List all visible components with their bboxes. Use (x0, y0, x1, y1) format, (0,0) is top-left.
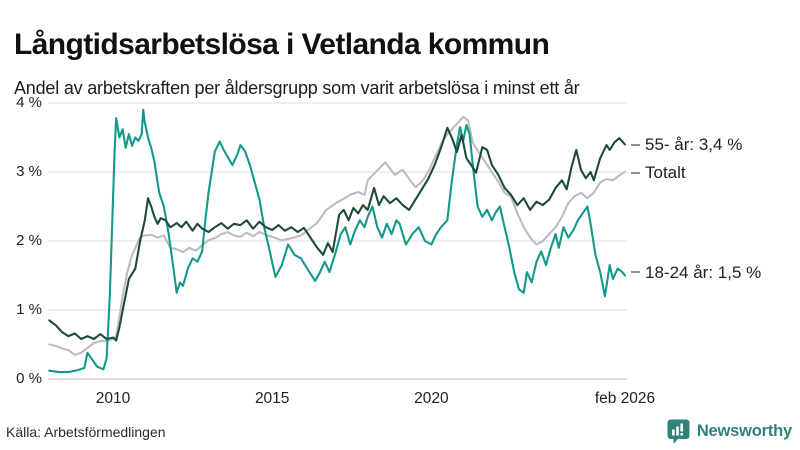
y-axis-tick-label: 2 % (16, 232, 42, 249)
series-end-label-text: 55- år: 3,4 % (645, 135, 743, 155)
label-connector-dash (631, 271, 640, 273)
series-end-label-55--r: 55- år: 3,4 % (631, 134, 742, 155)
brand-name: Newsworthy (696, 422, 792, 440)
y-axis-tick-label: 1 % (16, 301, 42, 318)
series-end-label-text: 18-24 år: 1,5 % (645, 262, 762, 282)
series-end-label-text: Totalt (645, 163, 686, 182)
series-line-totalt (48, 115, 627, 356)
x-axis-tick-label: feb 2026 (594, 390, 656, 407)
label-connector-dash (631, 171, 640, 174)
y-axis-tick-label: 0 % (16, 370, 42, 387)
x-axis-tick-label: 2015 (254, 390, 290, 407)
page-title: Långtidsarbetslösa i Vetlanda kommun (14, 28, 550, 62)
y-axis-tick-label: 4 % (16, 94, 42, 111)
label-connector-dash (631, 143, 640, 146)
series-end-label-totalt: Totalt (631, 162, 686, 183)
series-line-55--r (48, 126, 627, 342)
series-line-18-24-r (48, 108, 627, 374)
y-axis-tick-label: 3 % (16, 163, 42, 180)
source-note: Källa: Arbetsförmedlingen (6, 424, 166, 440)
x-axis-tick-label: 2020 (414, 390, 449, 407)
chart-subtitle: Andel av arbetskraften per åldersgrupp s… (14, 78, 580, 98)
series-end-label-18-24-r: 18-24 år: 1,5 % (631, 262, 761, 283)
x-axis-tick-label: 2010 (95, 390, 131, 407)
bar-chart-speech-bubble-icon (667, 419, 690, 444)
newsworthy-brand: Newsworthy (666, 418, 792, 445)
